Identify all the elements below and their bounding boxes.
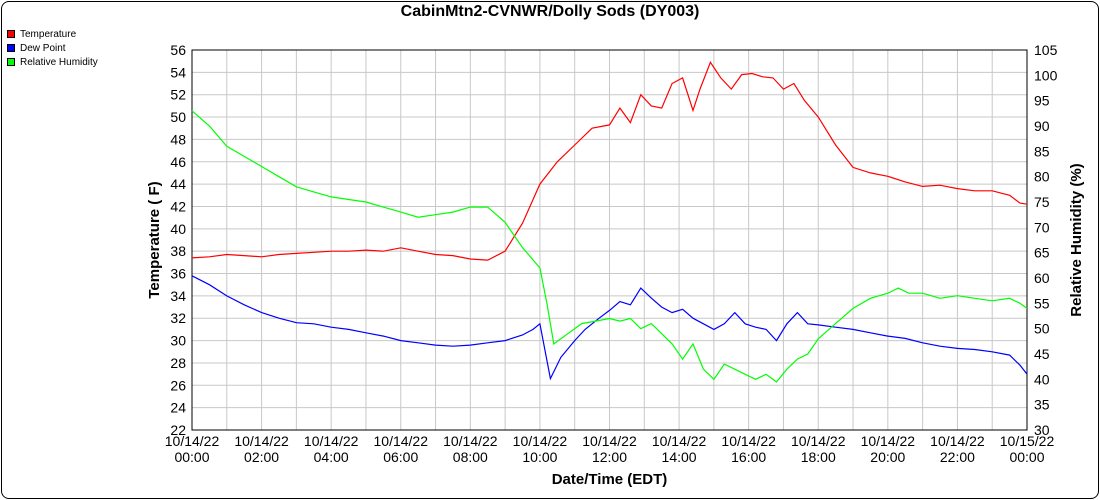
y-left-tick-label: 52: [170, 87, 186, 103]
y-right-tick-label: 45: [1034, 346, 1050, 362]
y-right-tick-label: 95: [1034, 93, 1050, 109]
series-line-temperature: [191, 61, 1028, 261]
y-left-tick-label: 54: [170, 64, 186, 80]
y-right-tick-label: 40: [1034, 371, 1050, 387]
x-tick-label-date: 10/14/22: [861, 433, 916, 449]
x-tick-label-time: 18:00: [801, 449, 836, 465]
series-line-dew-point: [191, 275, 1028, 381]
x-tick-label-time: 22:00: [940, 449, 975, 465]
x-tick-label-time: 16:00: [731, 449, 766, 465]
y-left-tick-label: 30: [170, 333, 186, 349]
y-right-tick-label: 55: [1034, 295, 1050, 311]
x-tick-label-time: 06:00: [383, 449, 418, 465]
x-tick-label-date: 10/14/22: [513, 433, 568, 449]
legend-swatch-temperature: [7, 30, 15, 38]
y-left-tick-label: 48: [170, 131, 186, 147]
legend-item-dew-point: Dew Point: [7, 41, 98, 55]
x-tick-label-time: 12:00: [592, 449, 627, 465]
y-right-tick-label: 100: [1034, 67, 1058, 83]
y-right-tick-label: 65: [1034, 245, 1050, 261]
x-tick-label-date: 10/14/22: [721, 433, 776, 449]
y-left-tick-label: 40: [170, 221, 186, 237]
y-right-tick-label: 90: [1034, 118, 1050, 134]
y-right-axis-label: Relative Humidity (%): [1068, 163, 1085, 316]
y-right-tick-label: 85: [1034, 143, 1050, 159]
y-left-tick-label: 24: [170, 400, 186, 416]
legend-item-temperature: Temperature: [7, 27, 98, 41]
y-left-tick-label: 44: [170, 176, 186, 192]
legend-item-relative-humidity: Relative Humidity: [7, 55, 98, 69]
plot-border: [191, 49, 1028, 431]
legend-label-temperature: Temperature: [20, 28, 77, 40]
y-right-tick-label: 70: [1034, 219, 1050, 235]
x-tick-label-date: 10/15/22: [1000, 433, 1055, 449]
y-left-tick-label: 46: [170, 154, 186, 170]
x-tick-label-time: 00:00: [1009, 449, 1044, 465]
x-tick-label-date: 10/14/22: [374, 433, 429, 449]
y-left-tick-label: 38: [170, 243, 186, 259]
legend-label-dew-point: Dew Point: [20, 42, 66, 54]
x-tick-label-time: 08:00: [453, 449, 488, 465]
legend-swatch-dew-point: [7, 44, 15, 52]
y-right-tick-label: 80: [1034, 169, 1050, 185]
y-right-tick-label: 60: [1034, 270, 1050, 286]
x-tick-label-time: 02:00: [244, 449, 279, 465]
y-right-tick-label: 105: [1034, 42, 1058, 58]
y-left-tick-label: 22: [170, 422, 186, 438]
series-line-relative-humidity: [191, 110, 1028, 383]
y-left-tick-label: 28: [170, 355, 186, 371]
x-tick-label-date: 10/14/22: [234, 433, 289, 449]
y-left-axis-label: Temperature ( F): [146, 181, 163, 298]
y-left-tick-label: 32: [170, 310, 186, 326]
y-right-tick-label: 75: [1034, 194, 1050, 210]
x-tick-label-date: 10/14/22: [791, 433, 846, 449]
y-right-tick-label: 30: [1034, 422, 1050, 438]
x-tick-label-date: 10/14/22: [582, 433, 637, 449]
y-left-tick-label: 26: [170, 377, 186, 393]
legend: Temperature Dew Point Relative Humidity: [7, 27, 98, 69]
x-tick-label-time: 20:00: [870, 449, 905, 465]
y-left-tick-label: 42: [170, 198, 186, 214]
y-right-tick-label: 35: [1034, 397, 1050, 413]
x-tick-label-time: 14:00: [662, 449, 697, 465]
legend-swatch-relative-humidity: [7, 58, 15, 66]
y-left-tick-label: 34: [170, 288, 186, 304]
y-left-tick-label: 36: [170, 266, 186, 282]
x-tick-label-time: 04:00: [314, 449, 349, 465]
x-tick-label-date: 10/14/22: [443, 433, 498, 449]
y-left-tick-label: 50: [170, 109, 186, 125]
x-tick-label-time: 10:00: [522, 449, 557, 465]
x-tick-label-date: 10/14/22: [652, 433, 707, 449]
legend-label-relative-humidity: Relative Humidity: [20, 56, 98, 68]
x-tick-label-date: 10/14/22: [304, 433, 359, 449]
x-tick-label-date: 10/14/22: [930, 433, 985, 449]
y-right-tick-label: 50: [1034, 321, 1050, 337]
chart-title: CabinMtn2-CVNWR/Dolly Sods (DY003): [400, 3, 700, 20]
y-left-tick-label: 56: [170, 42, 186, 58]
x-tick-label-date: 10/14/22: [165, 433, 220, 449]
x-tick-label-time: 00:00: [174, 449, 209, 465]
x-axis-label: Date/Time (EDT): [552, 471, 668, 488]
